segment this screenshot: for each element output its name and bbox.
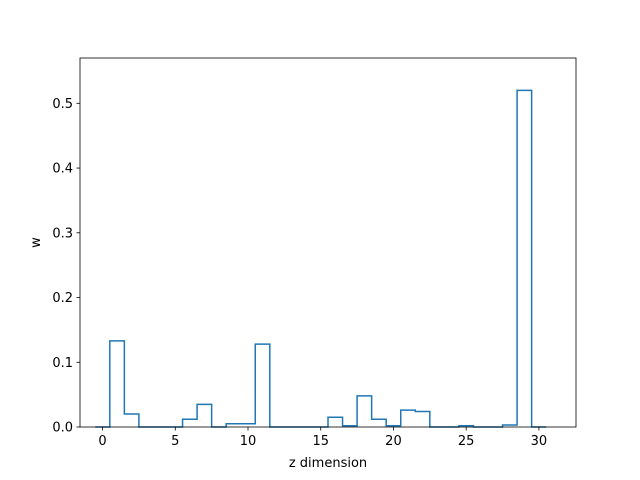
y-tick-label: 0.0 <box>52 421 73 436</box>
y-axis-label: w <box>29 237 44 248</box>
y-tick-label: 0.5 <box>52 97 73 112</box>
y-axis-ticks: 0.0 0.1 0.2 0.3 0.4 0.5 <box>52 97 80 436</box>
x-tick-label: 0 <box>98 434 106 449</box>
axes-frame <box>79 57 577 428</box>
y-tick-label: 0.2 <box>52 291 73 306</box>
x-tick-label: 15 <box>312 434 329 449</box>
x-axis-label: z dimension <box>289 456 367 471</box>
y-tick-label: 0.3 <box>52 226 73 241</box>
x-tick-label: 10 <box>240 434 257 449</box>
x-tick-label: 25 <box>458 434 475 449</box>
x-tick-label: 20 <box>385 434 402 449</box>
y-tick-label: 0.1 <box>52 356 73 371</box>
x-tick-label: 5 <box>171 434 179 449</box>
x-axis-ticks: 0 5 10 15 20 25 30 <box>98 427 547 449</box>
y-tick-label: 0.4 <box>52 162 73 177</box>
x-tick-label: 30 <box>531 434 548 449</box>
